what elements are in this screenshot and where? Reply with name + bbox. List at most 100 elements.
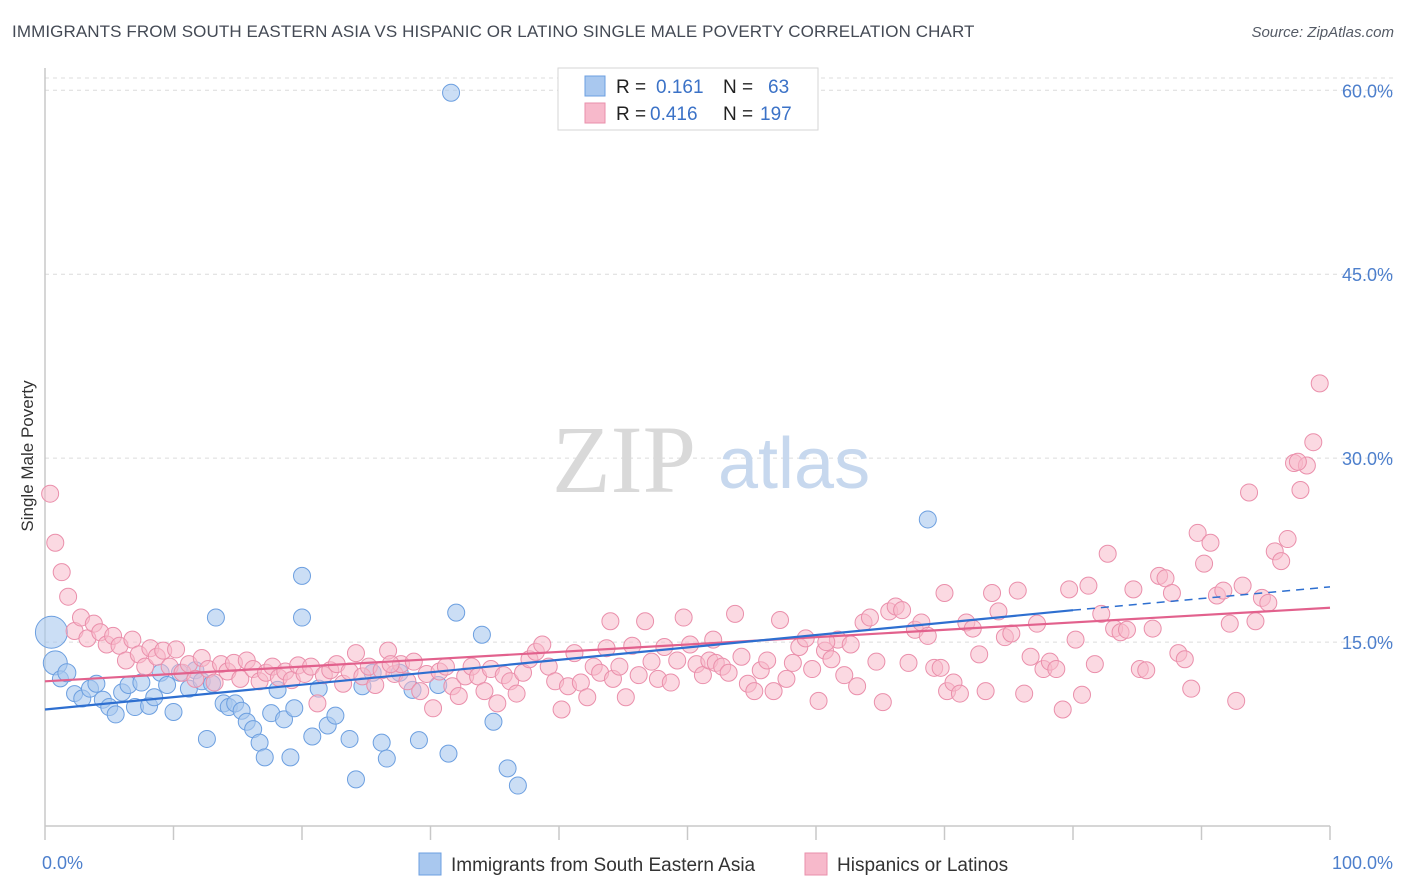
hispanics-point	[1047, 660, 1066, 679]
hispanics-point	[1124, 580, 1143, 599]
legend-n-label-2: N =	[723, 104, 753, 125]
hispanics-point	[783, 653, 802, 672]
hispanics-point	[1201, 533, 1220, 552]
series-hispanics-points	[41, 374, 1329, 719]
hispanics-point	[167, 640, 186, 659]
x-tick-label-max: 100.0%	[1332, 853, 1393, 873]
watermark-zip: ZIP	[552, 406, 696, 513]
immigrants-point	[164, 702, 183, 721]
immigrants-point	[34, 615, 68, 649]
hispanics-trend-line	[44, 606, 1331, 683]
hispanics-point	[449, 687, 468, 706]
hispanics-point	[1272, 552, 1291, 571]
hispanics-point	[1092, 604, 1111, 623]
hispanics-point	[424, 699, 443, 718]
immigrants-point	[145, 688, 164, 707]
immigrants-point	[346, 770, 365, 789]
hispanics-point	[1053, 700, 1072, 719]
immigrants-point	[918, 510, 937, 529]
hispanics-point	[1195, 554, 1214, 573]
y-tick-label: 15.0%	[1342, 633, 1393, 653]
hispanics-point	[1175, 650, 1194, 669]
hispanics-point	[1278, 530, 1297, 549]
legend-n-value-2: 197	[760, 104, 792, 125]
hispanics-point	[860, 608, 879, 627]
hispanics-point	[1060, 580, 1079, 599]
hispanics-point	[1188, 523, 1207, 542]
hispanics-point	[346, 644, 365, 663]
hispanics-point	[719, 663, 738, 682]
hispanics-point	[1008, 581, 1027, 600]
hispanics-point	[873, 693, 892, 712]
hispanics-point	[950, 684, 969, 703]
hispanics-point	[771, 610, 790, 629]
immigrants-point	[293, 566, 311, 585]
hispanics-point	[841, 635, 860, 654]
immigrants-point	[377, 749, 396, 768]
bottom-legend-label-immigrants: Immigrants from South Eastern Asia	[451, 855, 756, 876]
bottom-legend-label-hispanics: Hispanics or Latinos	[837, 855, 1008, 876]
hispanics-point	[610, 657, 629, 676]
legend-r-value-1: 0.161	[656, 77, 704, 98]
hispanics-point	[899, 653, 918, 672]
immigrants-point	[255, 748, 274, 767]
hispanics-point	[1182, 679, 1201, 698]
hispanics-point	[1015, 684, 1034, 703]
hispanics-point	[668, 651, 687, 670]
grid-lines	[45, 77, 1393, 643]
y-tick-label: 60.0%	[1342, 81, 1393, 101]
hispanics-point	[616, 688, 635, 707]
hispanics-point	[777, 669, 796, 688]
legend-swatch-hispanics	[584, 102, 606, 124]
hispanics-point	[59, 587, 78, 606]
chart-title: IMMIGRANTS FROM SOUTH EASTERN ASIA VS HI…	[12, 22, 975, 41]
hispanics-point	[488, 694, 507, 713]
immigrants-point	[447, 603, 466, 622]
hispanics-point	[381, 655, 400, 674]
hispanics-point	[732, 647, 751, 666]
immigrants-point	[106, 705, 125, 724]
hispanics-point	[1214, 581, 1233, 600]
hispanics-point	[404, 652, 423, 671]
bottom-legend-swatch-immigrants	[418, 852, 442, 876]
hispanics-point	[1066, 630, 1085, 649]
immigrants-point	[197, 729, 216, 748]
immigrants-point	[57, 663, 77, 683]
immigrants-point	[508, 776, 527, 795]
hispanics-point	[436, 657, 455, 676]
hispanics-point	[398, 672, 417, 691]
hispanics-point	[867, 652, 886, 671]
hispanics-point	[186, 669, 205, 688]
x-tick-marks	[44, 826, 1331, 840]
hispanics-point	[764, 682, 783, 701]
hispanics-point	[601, 612, 620, 631]
y-tick-label: 30.0%	[1342, 449, 1393, 469]
hispanics-point	[674, 608, 693, 627]
hispanics-point	[848, 677, 867, 696]
immigrants-trend-line	[44, 609, 1074, 711]
y-tick-labels: 15.0% 30.0% 45.0% 60.0%	[1342, 81, 1393, 653]
legend-r-value-2: 0.416	[650, 104, 698, 125]
immigrants-point	[409, 731, 428, 750]
bottom-legend: Immigrants from South Eastern Asia Hispa…	[418, 852, 1008, 876]
hispanics-point	[1162, 584, 1181, 603]
hispanics-point	[411, 682, 430, 701]
hispanics-point	[803, 660, 822, 679]
hispanics-point	[935, 584, 954, 603]
bottom-legend-swatch-hispanics	[804, 852, 828, 876]
legend-n-label-1: N =	[723, 77, 753, 98]
hispanics-point	[745, 682, 764, 701]
watermark-atlas: atlas	[718, 424, 870, 504]
immigrants-point	[281, 748, 300, 767]
hispanics-point	[533, 635, 552, 654]
source-credit: Source: ZipAtlas.com	[1251, 24, 1394, 41]
hispanics-point	[822, 650, 841, 669]
immigrants-point	[303, 727, 322, 746]
hispanics-point	[1072, 685, 1091, 704]
hispanics-point	[475, 682, 494, 701]
hispanics-point	[758, 651, 777, 670]
hispanics-point	[552, 700, 571, 719]
hispanics-point	[642, 652, 661, 671]
hispanics-point	[726, 604, 745, 623]
